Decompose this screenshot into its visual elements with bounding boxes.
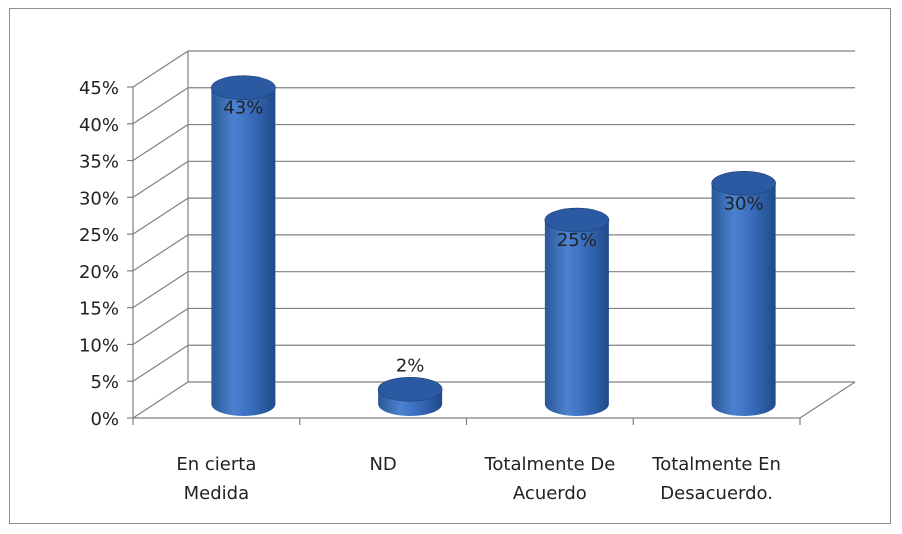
gridline-diagonal	[132, 381, 189, 419]
category-label: Totalmente De Acuerdo	[483, 454, 615, 504]
bar-3	[544, 207, 610, 416]
gridline-diagonal	[132, 197, 189, 235]
y-tick-label: 25%	[79, 225, 119, 246]
gridline-diagonal	[132, 271, 189, 309]
floor-edge	[799, 381, 856, 419]
bar-top	[544, 207, 610, 233]
labels: 0% 5% 10% 15% 20% 25% 30% 35% 40% 45% 43% En cierta…	[79, 78, 781, 504]
bar-top	[211, 75, 276, 101]
bar-body	[544, 220, 609, 416]
y-tick-label: 0%	[90, 409, 119, 430]
y-tick-label: 20%	[79, 262, 119, 283]
bar-2	[377, 376, 443, 416]
y-tick-label: 15%	[79, 299, 119, 320]
gridline-diagonal	[132, 160, 189, 198]
bar-top	[711, 171, 776, 196]
gridline-diagonal	[132, 344, 189, 382]
bar-body	[211, 87, 276, 416]
data-label: 30%	[724, 193, 764, 214]
y-tick-label: 30%	[79, 188, 119, 209]
gridline-diagonal	[132, 50, 189, 88]
data-label: 25%	[557, 230, 597, 251]
gridline-diagonal	[132, 234, 189, 272]
y-tick-label: 40%	[79, 115, 119, 136]
y-tick-label: 10%	[79, 335, 119, 356]
data-label: 2%	[396, 355, 425, 376]
axes	[127, 86, 856, 425]
data-label: 43%	[223, 98, 263, 119]
bars	[211, 75, 776, 416]
category-label: Totalmente En Desacuerdo.	[651, 454, 781, 504]
category-label: En cierta Medida	[176, 454, 256, 504]
y-tick-label: 5%	[90, 372, 119, 393]
gridline-diagonal	[132, 87, 189, 125]
gridline-diagonal	[132, 124, 189, 162]
bar-4	[711, 171, 776, 416]
bar-top	[377, 376, 443, 402]
gridline-diagonal	[132, 307, 189, 345]
y-tick-label: 35%	[79, 152, 119, 173]
bar-1	[211, 75, 276, 416]
category-label: ND	[369, 454, 396, 475]
y-tick-label: 45%	[79, 78, 119, 99]
bar-body	[711, 183, 776, 416]
